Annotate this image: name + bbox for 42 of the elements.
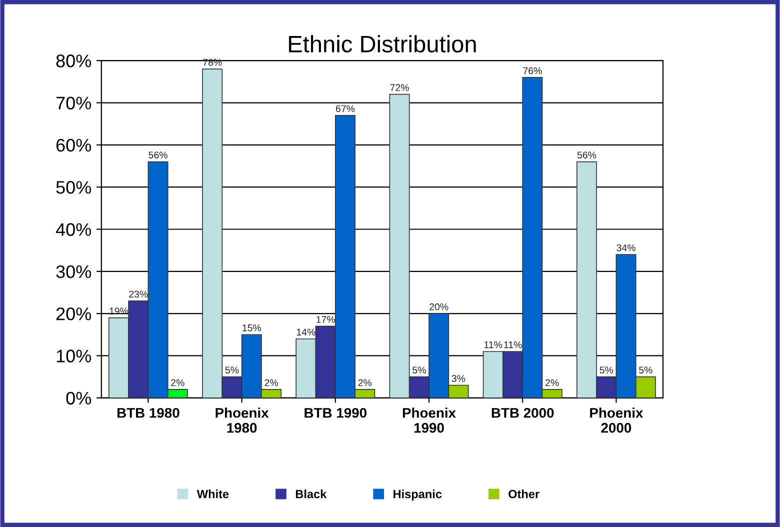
y-tick-label: 30%	[56, 265, 92, 278]
data-label: 5%	[639, 366, 652, 374]
data-label: 76%	[523, 67, 542, 74]
x-tick-label: BTB 1980	[117, 408, 180, 418]
data-label: 15%	[242, 324, 262, 332]
legend-label: White	[196, 490, 229, 498]
data-label: 56%	[148, 152, 168, 158]
data-label: 2%	[358, 379, 372, 386]
data-label: 5%	[412, 366, 426, 374]
legend-label: Hispanic	[394, 490, 442, 501]
y-tick-label: 60%	[56, 138, 92, 152]
data-label: 2%	[546, 379, 559, 386]
x-tick-label: Phoenix 1980	[216, 408, 269, 433]
data-label: 2%	[264, 379, 278, 386]
data-label: 72%	[390, 84, 409, 91]
y-tick-label: 70%	[56, 96, 92, 110]
y-tick-label: 10%	[56, 350, 92, 362]
legend-label: Black	[296, 490, 327, 498]
x-tick-label: Phoenix 2000	[590, 408, 644, 433]
data-label: 11%	[484, 341, 502, 348]
data-label: 11%	[504, 341, 522, 348]
y-tick-label: 0%	[66, 392, 92, 405]
data-label: 14%	[296, 328, 316, 336]
y-tick-label: 50%	[56, 181, 92, 194]
data-label: 5%	[600, 366, 614, 374]
data-label: 3%	[452, 375, 466, 382]
data-label: 23%	[129, 290, 148, 298]
data-label: 34%	[616, 244, 636, 252]
data-label: 17%	[316, 316, 335, 323]
data-label: 5%	[225, 366, 239, 374]
x-tick-label: BTB 1990	[304, 408, 366, 418]
data-label: 2%	[171, 379, 184, 386]
data-label: 56%	[577, 152, 596, 158]
data-label: 67%	[336, 105, 355, 112]
x-tick-label: BTB 2000	[492, 408, 554, 418]
legend-label: Other	[508, 490, 540, 498]
data-label: 20%	[430, 303, 448, 310]
y-tick-label: 20%	[56, 308, 92, 320]
y-tick-label: 80%	[56, 54, 92, 68]
x-tick-label: Phoenix 1990	[402, 408, 456, 433]
y-tick-label: 40%	[56, 223, 92, 236]
chart-title: Ethnic Distribution	[289, 35, 476, 53]
